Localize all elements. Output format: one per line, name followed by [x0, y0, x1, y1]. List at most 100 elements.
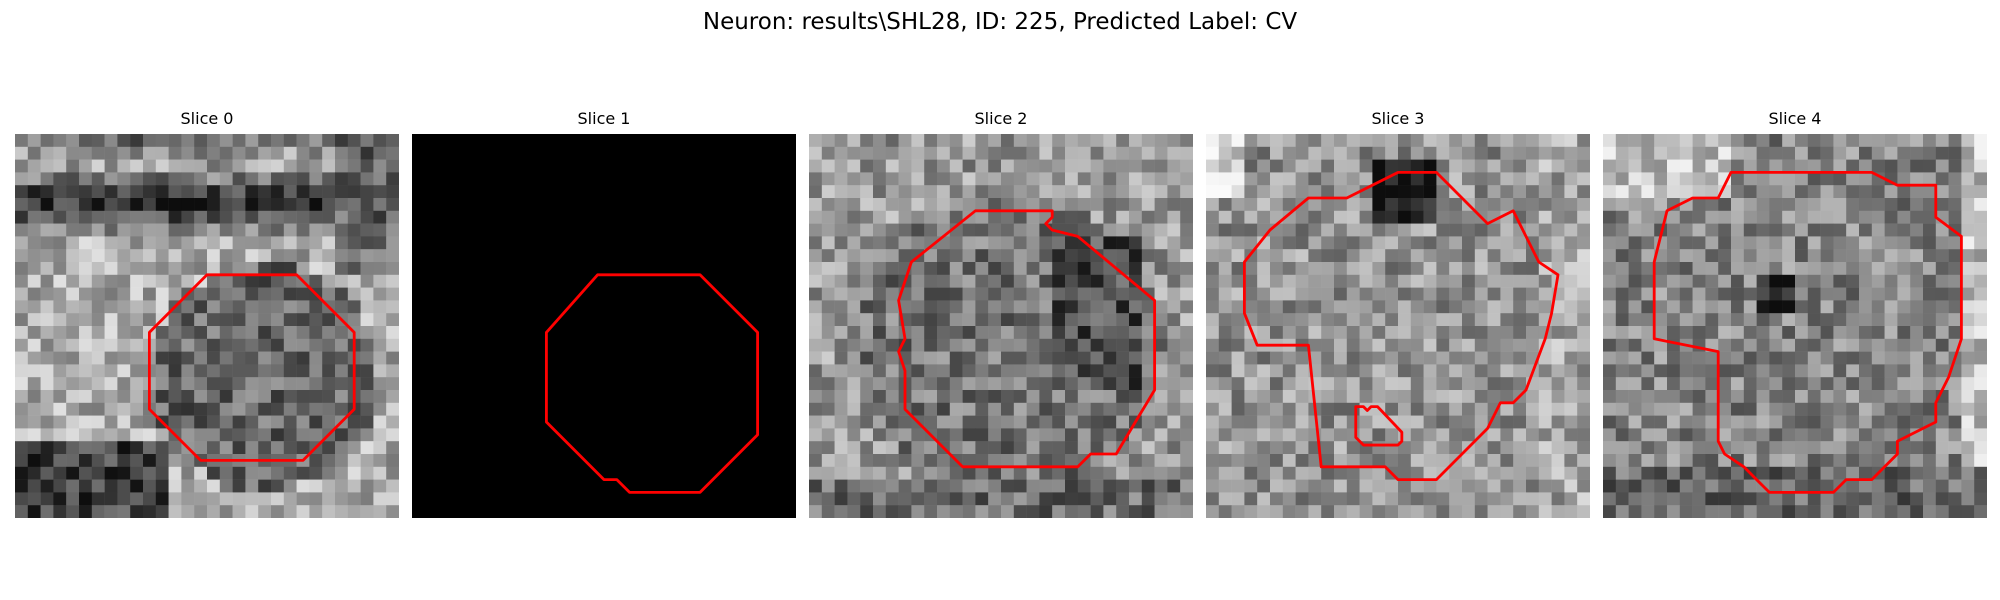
pixel	[1679, 326, 1693, 340]
pixel	[1270, 262, 1284, 276]
pixel	[1116, 415, 1130, 429]
pixel	[1628, 454, 1642, 468]
pixel	[1628, 428, 1642, 442]
pixel	[962, 146, 976, 160]
pixel	[40, 454, 54, 468]
pixel	[975, 326, 989, 340]
pixel	[1923, 223, 1937, 237]
pixel	[1692, 351, 1706, 365]
pixel	[219, 364, 233, 378]
pixel	[1410, 198, 1424, 212]
pixel	[1129, 492, 1143, 506]
pixel	[1308, 146, 1322, 160]
pixel	[1474, 159, 1488, 173]
pixel	[924, 223, 938, 237]
pixel	[975, 198, 989, 212]
pixel	[847, 185, 861, 199]
pixel	[1346, 505, 1360, 518]
pixel	[104, 351, 118, 365]
pixel	[1743, 326, 1757, 340]
pixel	[1859, 428, 1873, 442]
pixel	[1077, 338, 1091, 352]
pixel	[1103, 185, 1117, 199]
pixel	[1039, 134, 1053, 148]
pixel	[1001, 338, 1015, 352]
pixel	[1974, 338, 1987, 352]
pixel	[1436, 300, 1450, 314]
pixel	[1935, 441, 1949, 455]
pixel	[1282, 364, 1296, 378]
pixel	[27, 415, 41, 429]
pixel	[1013, 223, 1027, 237]
pixel	[1039, 377, 1053, 391]
pixel	[309, 479, 323, 493]
pixel	[860, 377, 874, 391]
pixel	[117, 390, 131, 404]
pixel	[1961, 300, 1975, 314]
pixel	[1257, 505, 1271, 518]
pixel	[834, 466, 848, 480]
pixel	[834, 185, 848, 199]
pixel	[1449, 223, 1463, 237]
pixel	[360, 479, 374, 493]
pixel	[143, 172, 157, 186]
pixel	[1065, 236, 1079, 250]
pixel	[1500, 313, 1514, 327]
pixel	[1026, 249, 1040, 263]
pixel	[194, 390, 208, 404]
pixel	[1103, 134, 1117, 148]
pixel	[1756, 223, 1770, 237]
pixel	[1065, 210, 1079, 224]
pixel	[1974, 326, 1987, 340]
pixel	[1833, 390, 1847, 404]
pixel	[1859, 441, 1873, 455]
pixel	[1372, 274, 1386, 288]
pixel	[79, 377, 93, 391]
pixel	[1282, 249, 1296, 263]
pixel	[309, 185, 323, 199]
pixel	[1897, 390, 1911, 404]
pixel	[1282, 479, 1296, 493]
pixel	[1884, 326, 1898, 340]
pixel	[885, 172, 899, 186]
pixel	[53, 313, 67, 327]
pixel	[322, 249, 336, 263]
pixel	[130, 146, 144, 160]
pixel	[1526, 326, 1540, 340]
pixel	[1807, 492, 1821, 506]
pixel	[40, 262, 54, 276]
pixel	[1795, 454, 1809, 468]
pixel	[924, 313, 938, 327]
pixel	[283, 300, 297, 314]
pixel	[1090, 415, 1104, 429]
pixel	[168, 134, 182, 148]
pixel	[1077, 364, 1091, 378]
pixel	[181, 262, 195, 276]
pixel	[949, 146, 963, 160]
pixel	[1833, 428, 1847, 442]
pixel	[1039, 249, 1053, 263]
pixel	[1103, 441, 1117, 455]
pixel	[1487, 313, 1501, 327]
pixel	[1897, 505, 1911, 518]
pixel	[1615, 236, 1629, 250]
pixel	[1334, 236, 1348, 250]
pixel	[1167, 390, 1181, 404]
pixel	[207, 505, 221, 518]
pixel	[1551, 415, 1565, 429]
pixel	[1282, 428, 1296, 442]
pixel	[219, 402, 233, 416]
pixel	[873, 210, 887, 224]
pixel	[360, 172, 374, 186]
pixel	[1718, 492, 1732, 506]
pixel	[91, 402, 105, 416]
pixel	[924, 466, 938, 480]
pixel	[1026, 351, 1040, 365]
pixel	[1359, 351, 1373, 365]
pixel	[309, 236, 323, 250]
pixel	[373, 479, 387, 493]
pixel	[207, 210, 221, 224]
pixel	[27, 313, 41, 327]
pixel	[1231, 223, 1245, 237]
pixel	[283, 505, 297, 518]
